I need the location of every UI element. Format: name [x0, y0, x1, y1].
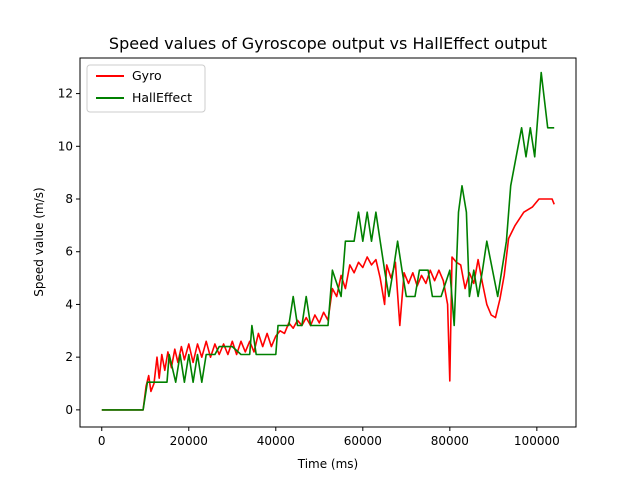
x-tick-label: 100000: [514, 434, 560, 448]
series-line-halleffect: [101, 71, 555, 411]
x-tick-label: 60000: [344, 434, 382, 448]
x-tick-label: 20000: [170, 434, 208, 448]
legend-label-gyro: Gyro: [132, 68, 162, 83]
x-axis-ticks: 0 20000 40000 60000 80000 100000: [98, 427, 560, 448]
y-tick-label: 0: [65, 403, 73, 417]
x-axis-label: Time (ms): [297, 457, 359, 471]
legend: Gyro HallEffect: [86, 64, 206, 113]
x-tick-label: 80000: [431, 434, 469, 448]
chart-title: Speed values of Gyroscope output vs Hall…: [109, 34, 547, 53]
x-tick-label: 0: [98, 434, 106, 448]
y-axis-ticks: 0 2 4 6 8 10 12: [58, 87, 80, 417]
legend-label-halleffect: HallEffect: [132, 90, 192, 105]
plot-frame: [79, 57, 577, 428]
y-tick-label: 2: [65, 350, 73, 364]
y-tick-label: 8: [65, 192, 73, 206]
y-tick-label: 4: [65, 297, 73, 311]
series-lines: [101, 71, 555, 411]
y-axis-label: Speed value (m/s): [32, 187, 46, 296]
y-tick-label: 10: [58, 139, 73, 153]
x-tick-label: 40000: [257, 434, 295, 448]
y-tick-label: 12: [58, 87, 73, 101]
y-tick-label: 6: [65, 245, 73, 259]
